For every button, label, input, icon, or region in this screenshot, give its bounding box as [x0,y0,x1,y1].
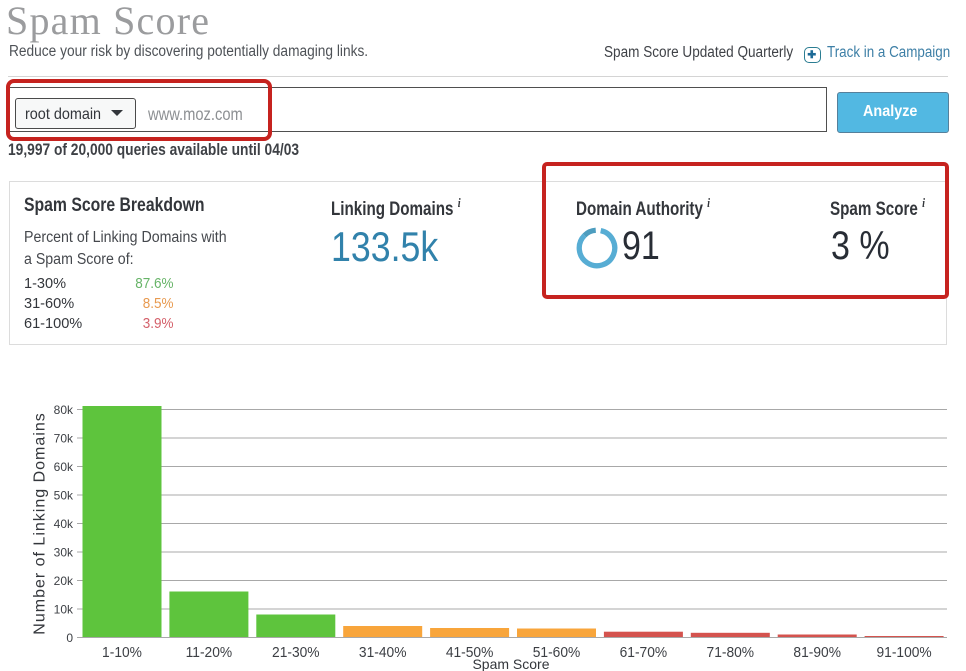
svg-text:80k: 80k [54,403,74,417]
svg-text:60k: 60k [54,460,74,474]
svg-text:81-90%: 81-90% [793,645,841,662]
svg-text:20k: 20k [54,574,74,588]
svg-text:91-100%: 91-100% [876,645,931,662]
svg-text:61-70%: 61-70% [620,645,668,662]
svg-text:0: 0 [66,631,73,645]
svg-text:40k: 40k [54,517,74,531]
svg-text:41-50%: 41-50% [446,645,494,662]
svg-text:10k: 10k [54,603,74,617]
svg-text:21-30%: 21-30% [272,645,320,662]
svg-text:70k: 70k [54,432,74,446]
svg-text:51-60%: 51-60% [533,645,581,662]
svg-text:50k: 50k [54,489,74,503]
svg-text:Spam Score: Spam Score [472,656,549,671]
svg-text:11-20%: 11-20% [186,645,233,662]
svg-text:71-80%: 71-80% [707,645,755,662]
svg-text:Number of Linking Domains: Number of Linking Domains [32,412,49,634]
svg-text:30k: 30k [54,546,74,560]
svg-text:1-10%: 1-10% [102,645,142,662]
svg-text:31-40%: 31-40% [359,645,407,662]
